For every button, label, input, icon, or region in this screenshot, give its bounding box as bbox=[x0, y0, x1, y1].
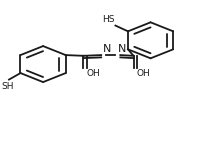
Text: OH: OH bbox=[86, 69, 100, 78]
Text: N: N bbox=[103, 44, 111, 54]
Text: SH: SH bbox=[2, 82, 14, 91]
Text: OH: OH bbox=[136, 69, 150, 78]
Text: N: N bbox=[117, 44, 126, 54]
Text: HS: HS bbox=[102, 15, 114, 24]
